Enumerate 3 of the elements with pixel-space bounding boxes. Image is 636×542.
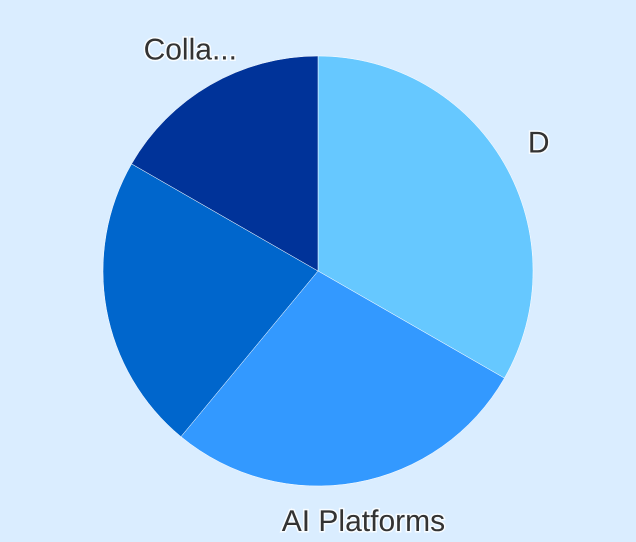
slice-label: D bbox=[528, 126, 550, 160]
slice-label: AI Platforms bbox=[282, 504, 446, 538]
slice-label: Colla... bbox=[144, 33, 237, 66]
